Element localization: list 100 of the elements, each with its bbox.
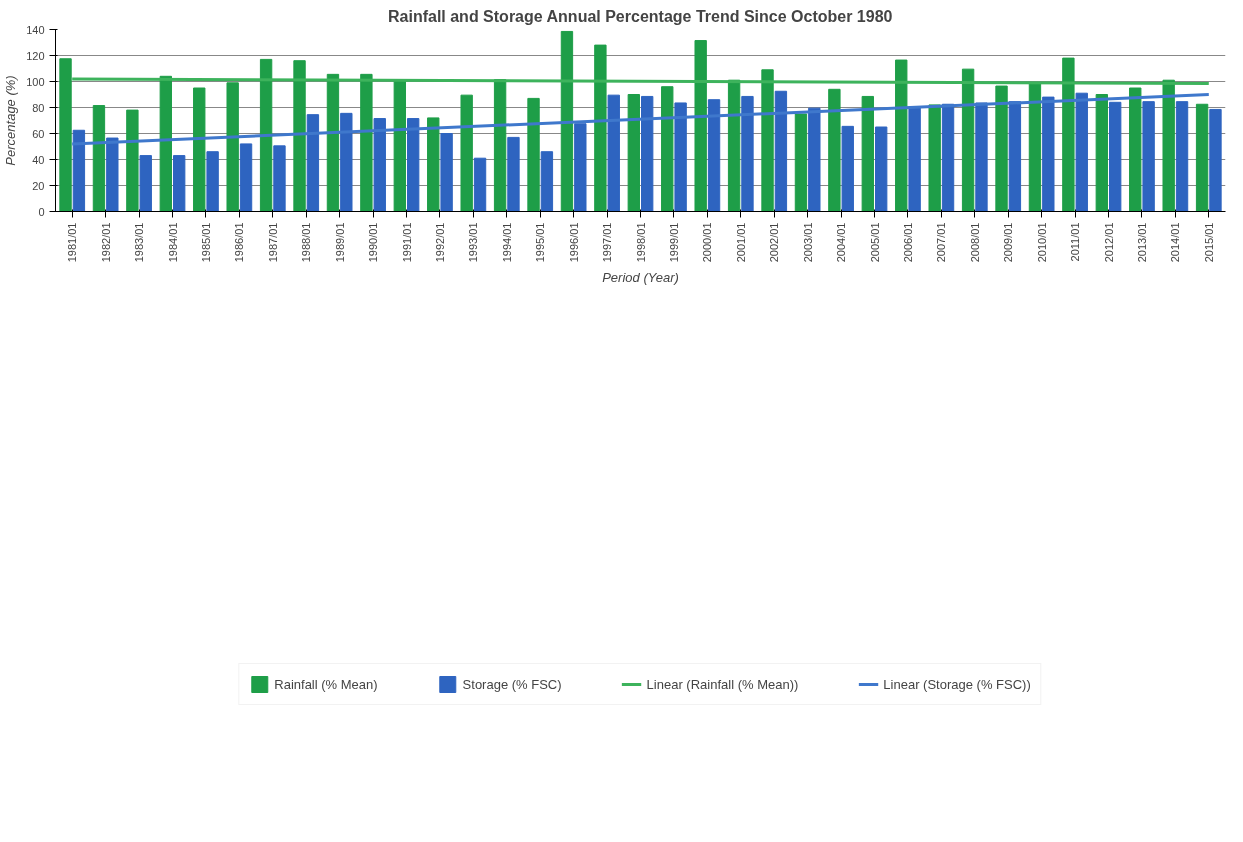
bar: [92, 105, 106, 212]
bar: [540, 151, 554, 212]
x-tick-label: 2006/01: [901, 222, 914, 263]
bar: [259, 58, 273, 212]
bar: [1028, 82, 1042, 212]
y-tick-label: 120: [26, 49, 45, 62]
bar: [761, 69, 774, 212]
x-tick-label: 2008/01: [968, 222, 981, 263]
bar: [326, 73, 340, 212]
bar: [1062, 57, 1075, 212]
bar: [808, 107, 821, 212]
x-tick-label: 2011/01: [1069, 222, 1082, 262]
x-tick-label: 2013/01: [1135, 222, 1148, 263]
bar: [1195, 103, 1209, 212]
bar: [527, 97, 540, 212]
y-tick-label: 60: [32, 127, 45, 140]
legend-label: Rainfall (% Mean): [274, 676, 378, 692]
bar: [560, 30, 574, 212]
bar: [941, 103, 955, 212]
bar: [239, 143, 253, 212]
bar: [126, 109, 139, 212]
x-tick-label: 2009/01: [1002, 222, 1015, 263]
bar: [373, 118, 386, 212]
x-tick-label: 2002/01: [768, 222, 781, 263]
bar: [1008, 101, 1022, 212]
legend-label: Linear (Storage (% FSC)): [883, 676, 1031, 692]
bar: [360, 73, 373, 212]
bar: [1162, 79, 1175, 212]
bar: [293, 60, 306, 212]
bar: [741, 95, 754, 212]
x-tick-label: 1990/01: [367, 222, 380, 263]
bar: [594, 44, 607, 212]
bar: [407, 118, 420, 212]
x-tick-label: 1984/01: [166, 222, 179, 263]
bar: [975, 102, 988, 212]
bar: [861, 95, 874, 212]
bar: [794, 113, 808, 212]
x-tick-label: 1993/01: [467, 222, 480, 263]
bar: [1042, 96, 1055, 212]
x-tick-label: 1982/01: [99, 222, 112, 263]
bar: [427, 117, 440, 212]
x-tick-label: 2001/01: [734, 222, 747, 263]
x-tick-label: 2000/01: [701, 222, 714, 263]
x-axis-title: Period (Year): [602, 270, 679, 286]
x-tick-label: 1985/01: [199, 222, 212, 263]
x-tick-label: 1998/01: [634, 222, 647, 263]
bar: [895, 59, 908, 212]
bar: [173, 155, 186, 212]
bar: [1095, 94, 1108, 212]
x-tick-label: 1996/01: [567, 222, 580, 263]
bar: [661, 86, 674, 212]
bar: [59, 58, 72, 212]
bar: [674, 102, 687, 212]
bar: [707, 99, 721, 212]
x-tick-label: 1981/01: [66, 222, 79, 263]
x-tick-label: 2014/01: [1169, 222, 1182, 263]
bar: [273, 145, 286, 212]
bar: [440, 133, 453, 212]
bar: [961, 68, 975, 212]
bar: [340, 112, 353, 212]
bar: [1075, 92, 1088, 212]
x-tick-label: 1989/01: [333, 222, 346, 263]
bar: [875, 126, 888, 212]
legend-label: Storage (% FSC): [462, 676, 562, 692]
x-tick-label: 1999/01: [667, 222, 680, 263]
x-tick-label: 1987/01: [266, 222, 279, 263]
bar: [774, 90, 788, 212]
x-tick-label: 1983/01: [133, 222, 146, 263]
bar: [306, 114, 320, 212]
y-tick-label: 80: [32, 101, 45, 114]
bar: [1142, 101, 1155, 212]
x-tick-label: 1988/01: [300, 222, 313, 263]
bar: [574, 123, 587, 212]
bar: [72, 129, 86, 212]
bar: [473, 157, 487, 212]
bar: [139, 155, 152, 212]
bar: [393, 79, 406, 212]
x-tick-label: 1992/01: [433, 222, 446, 263]
bar: [828, 88, 841, 212]
x-tick-label: 1986/01: [233, 222, 246, 263]
bar: [841, 125, 854, 212]
y-tick-label: 140: [26, 23, 45, 36]
y-tick-label: 20: [32, 179, 45, 192]
bar: [493, 79, 507, 212]
bar: [1175, 101, 1189, 212]
legend-label: Linear (Rainfall (% Mean)): [646, 676, 799, 692]
x-tick-label: 2007/01: [935, 222, 948, 263]
x-tick-label: 2003/01: [801, 222, 814, 263]
bar: [226, 82, 239, 212]
chart-title: Rainfall and Storage Annual Percentage Trend Since October 1980: [387, 7, 893, 25]
bar: [607, 94, 620, 212]
x-tick-label: 1991/01: [400, 222, 413, 263]
y-axis-title: Percentage (%): [3, 75, 19, 166]
bar: [1109, 101, 1122, 212]
bar: [1129, 87, 1142, 212]
x-tick-label: 2012/01: [1102, 222, 1115, 263]
bar: [627, 94, 640, 212]
bar: [694, 40, 707, 212]
bar: [908, 106, 921, 212]
x-tick-label: 1994/01: [500, 222, 513, 263]
